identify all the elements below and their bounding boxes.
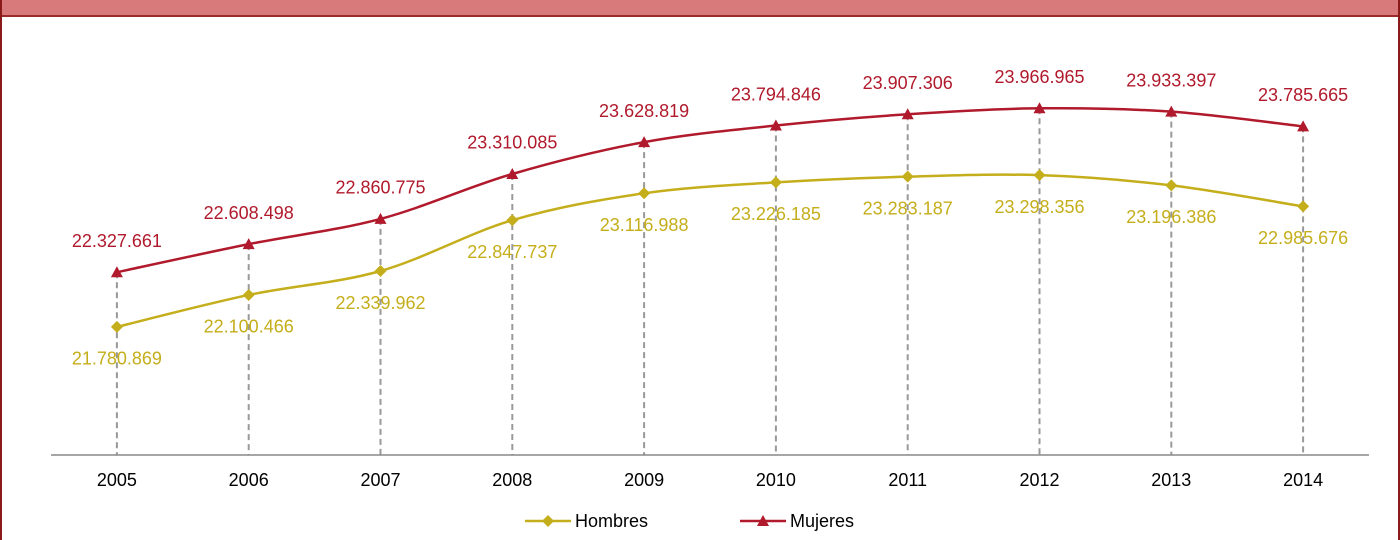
x-tick-label: 2008 xyxy=(492,470,532,490)
x-tick-label: 2014 xyxy=(1283,470,1323,490)
x-tick-label: 2013 xyxy=(1151,470,1191,490)
x-tick-label: 2007 xyxy=(360,470,400,490)
data-label: 21.780.869 xyxy=(72,349,162,369)
data-label: 23.283.187 xyxy=(863,198,953,218)
data-label: 22.339.962 xyxy=(335,293,425,313)
data-point xyxy=(506,167,519,179)
data-point xyxy=(638,136,651,148)
data-point xyxy=(110,320,123,333)
data-label: 23.310.085 xyxy=(467,133,557,153)
data-point xyxy=(769,176,782,189)
x-tick-label: 2006 xyxy=(229,470,269,490)
series-line xyxy=(116,106,1304,274)
data-point xyxy=(242,238,255,250)
x-tick-label: 2005 xyxy=(97,470,137,490)
data-label: 22.608.498 xyxy=(204,203,294,223)
data-label: 23.116.988 xyxy=(600,215,689,235)
data-label: 23.196.386 xyxy=(1126,207,1216,227)
data-label: 23.933.397 xyxy=(1126,70,1216,90)
data-label: 23.785.665 xyxy=(1258,85,1348,105)
data-point xyxy=(1033,102,1046,114)
data-point xyxy=(901,170,914,183)
data-point xyxy=(506,214,519,227)
legend-marker xyxy=(757,515,769,526)
data-point xyxy=(1033,169,1046,182)
data-label: 22.847.737 xyxy=(467,242,557,262)
data-point xyxy=(769,119,782,131)
data-label: 23.907.306 xyxy=(863,73,953,93)
data-label: 23.298.356 xyxy=(994,197,1084,217)
legend-label: Mujeres xyxy=(790,511,854,531)
data-label: 22.985.676 xyxy=(1258,228,1348,248)
x-tick-label: 2011 xyxy=(888,470,927,490)
data-label: 23.226.185 xyxy=(731,204,821,224)
data-point xyxy=(1297,200,1310,213)
x-tick-label: 2012 xyxy=(1019,470,1059,490)
x-tick-label: 2009 xyxy=(624,470,664,490)
data-point xyxy=(110,266,123,278)
data-point xyxy=(1165,179,1178,192)
data-label: 23.794.846 xyxy=(731,84,821,104)
data-point xyxy=(1297,120,1310,132)
data-label: 23.628.819 xyxy=(599,101,689,121)
data-point xyxy=(638,187,651,200)
legend-label: Hombres xyxy=(575,511,648,531)
x-tick-label: 2010 xyxy=(756,470,796,490)
data-point xyxy=(374,265,387,278)
header-banner xyxy=(0,0,1400,16)
data-point xyxy=(374,212,387,224)
series-line xyxy=(116,173,1304,329)
data-label: 23.966.965 xyxy=(994,67,1084,87)
data-label: 22.327.661 xyxy=(72,231,162,251)
data-label: 22.860.775 xyxy=(335,178,425,198)
data-point xyxy=(242,288,255,301)
legend-marker xyxy=(542,515,554,527)
data-point xyxy=(901,108,914,120)
data-label: 22.100.466 xyxy=(204,317,294,337)
data-point xyxy=(1165,105,1178,117)
